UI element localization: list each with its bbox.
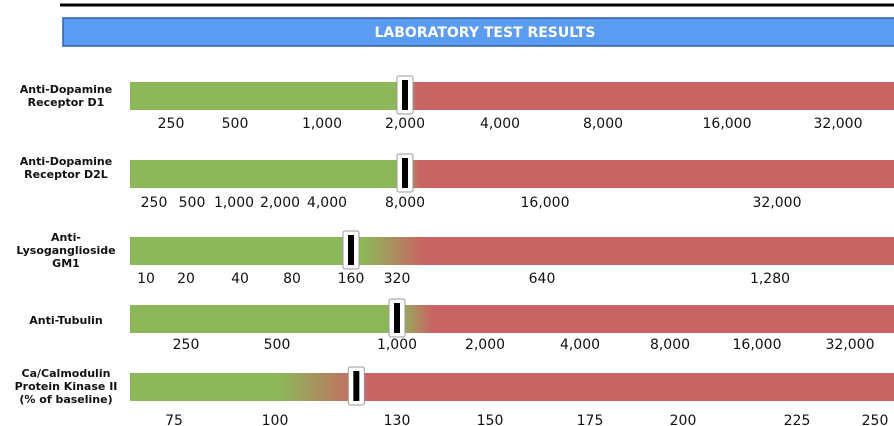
tick-label: 32,000 <box>814 116 863 132</box>
gauge-bar <box>130 305 894 333</box>
tick-label: 8,000 <box>650 337 690 353</box>
test-label: Ca/Calmodulin <box>22 367 111 380</box>
tick-label: 500 <box>222 116 249 132</box>
gauge-bar <box>130 160 894 188</box>
tick-label: 1,000 <box>302 116 342 132</box>
tick-label: 32,000 <box>753 195 802 211</box>
tick-label: 8,000 <box>583 116 623 132</box>
marker <box>388 298 406 338</box>
marker <box>347 366 365 406</box>
tick-label: 2,000 <box>385 116 425 132</box>
tick-label: 2,000 <box>465 337 505 353</box>
marker-needle <box>402 158 408 188</box>
marker <box>396 75 414 115</box>
test-label: Anti- <box>51 231 81 244</box>
tick-label: 225 <box>784 413 811 426</box>
test-label: Anti-Tubulin <box>29 314 103 327</box>
tick-label: 250 <box>173 337 200 353</box>
tick-label: 175 <box>577 413 604 426</box>
tick-label: 1,000 <box>377 337 417 353</box>
test-label: Receptor D2L <box>24 168 108 181</box>
tick-label: 500 <box>264 337 291 353</box>
test-label: Anti-Dopamine <box>20 155 112 168</box>
tick-label: 4,000 <box>480 116 520 132</box>
marker-needle <box>394 303 400 333</box>
tick-label: 640 <box>529 271 556 287</box>
test-label: Lysoganglioside <box>16 244 115 257</box>
test-label: (% of baseline) <box>19 393 112 406</box>
marker-needle <box>353 371 360 401</box>
marker-needle <box>402 80 408 110</box>
header-title: LABORATORY TEST RESULTS <box>375 25 596 41</box>
tick-label: 160 <box>338 271 365 287</box>
tick-label: 40 <box>231 271 249 287</box>
tick-label: 2,000 <box>260 195 300 211</box>
header-bar <box>62 17 894 47</box>
tick-label: 16,000 <box>703 116 752 132</box>
gauge-bar <box>130 237 894 265</box>
marker-needle <box>348 235 354 265</box>
tick-label: 320 <box>384 271 411 287</box>
tick-label: 20 <box>177 271 195 287</box>
gauge-bar <box>130 373 894 401</box>
tick-label: 4,000 <box>307 195 347 211</box>
tick-label: 250 <box>862 413 889 426</box>
test-label: GM1 <box>52 257 80 270</box>
tick-label: 1,000 <box>214 195 254 211</box>
tick-label: 16,000 <box>521 195 570 211</box>
tick-label: 32,000 <box>826 337 875 353</box>
tick-label: 75 <box>165 413 183 426</box>
tick-label: 250 <box>158 116 185 132</box>
tick-label: 80 <box>283 271 301 287</box>
test-label: Receptor D1 <box>28 96 105 109</box>
test-label: Protein Kinase II <box>15 380 118 393</box>
tick-label: 8,000 <box>385 195 425 211</box>
test-label: Anti-Dopamine <box>20 83 112 96</box>
tick-label: 10 <box>137 271 155 287</box>
tick-label: 1,280 <box>750 271 790 287</box>
marker <box>342 230 360 270</box>
tick-label: 4,000 <box>560 337 600 353</box>
tick-label: 16,000 <box>733 337 782 353</box>
gauge-bar <box>130 82 894 110</box>
tick-label: 130 <box>384 413 411 426</box>
tick-label: 250 <box>141 195 168 211</box>
tick-label: 500 <box>179 195 206 211</box>
tick-label: 100 <box>262 413 289 426</box>
tick-label: 200 <box>670 413 697 426</box>
marker <box>396 153 414 193</box>
tick-label: 150 <box>477 413 504 426</box>
